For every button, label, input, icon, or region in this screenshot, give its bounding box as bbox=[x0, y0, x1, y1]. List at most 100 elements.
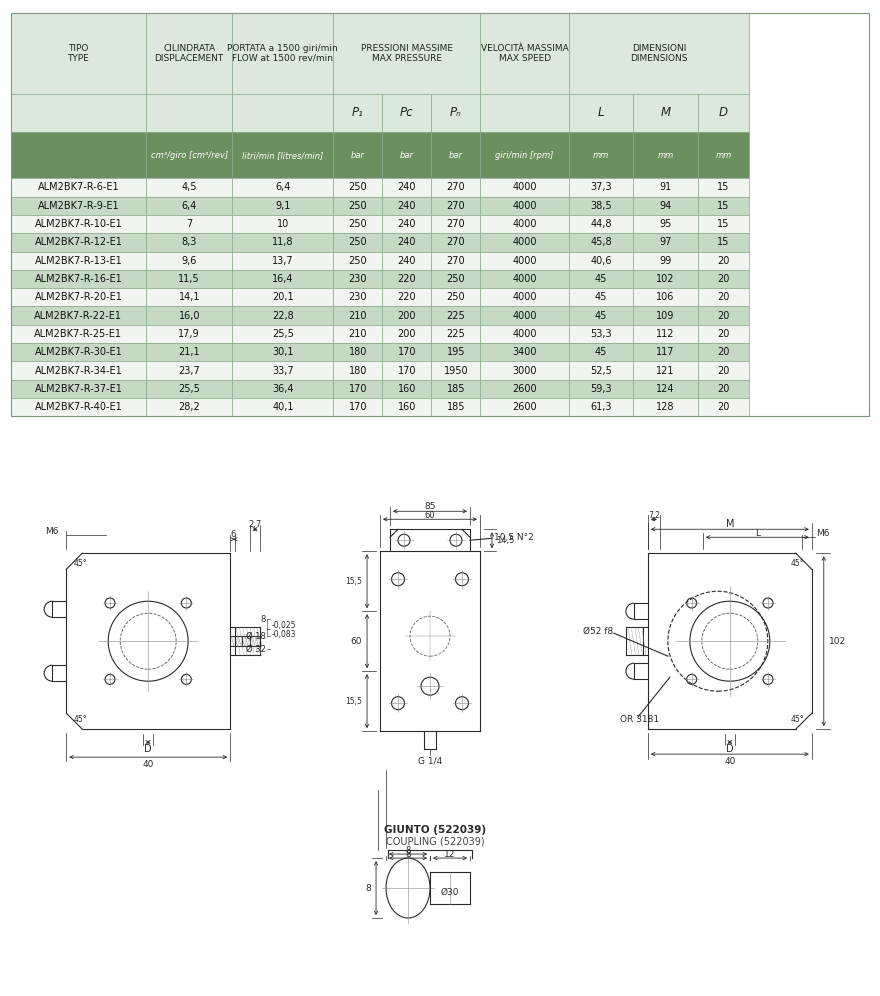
Text: 240: 240 bbox=[398, 201, 416, 211]
Bar bbox=[11, 13, 146, 94]
Bar bbox=[232, 325, 334, 343]
Bar bbox=[334, 196, 383, 215]
Bar bbox=[568, 270, 634, 288]
Text: 91: 91 bbox=[659, 182, 671, 192]
Bar bbox=[11, 270, 146, 288]
Bar bbox=[431, 178, 480, 196]
Text: OR 3181: OR 3181 bbox=[620, 715, 659, 724]
Bar bbox=[480, 233, 568, 252]
Bar bbox=[11, 362, 146, 379]
Text: 220: 220 bbox=[398, 293, 416, 303]
Text: litri/min [litres/min]: litri/min [litres/min] bbox=[242, 150, 324, 159]
Text: 210: 210 bbox=[348, 311, 367, 321]
Text: 4000: 4000 bbox=[512, 219, 537, 229]
Text: L: L bbox=[598, 107, 605, 120]
Text: 21,1: 21,1 bbox=[179, 348, 200, 358]
Text: ALM2BK7-R-10-E1: ALM2BK7-R-10-E1 bbox=[34, 219, 122, 229]
Text: 36,4: 36,4 bbox=[272, 383, 294, 393]
Bar bbox=[568, 288, 634, 307]
Text: 16,4: 16,4 bbox=[272, 274, 294, 284]
Bar bbox=[634, 178, 698, 196]
Bar bbox=[698, 270, 749, 288]
Text: 12: 12 bbox=[444, 850, 456, 859]
Text: 112: 112 bbox=[656, 329, 675, 339]
Text: mm: mm bbox=[657, 150, 673, 159]
Bar bbox=[146, 362, 232, 379]
Text: M: M bbox=[726, 519, 734, 529]
Bar bbox=[232, 252, 334, 270]
Bar bbox=[232, 288, 334, 307]
Text: 59,3: 59,3 bbox=[590, 383, 612, 393]
Text: 16,0: 16,0 bbox=[179, 311, 200, 321]
Text: ALM2BK7-R-25-E1: ALM2BK7-R-25-E1 bbox=[34, 329, 122, 339]
Bar bbox=[334, 379, 383, 398]
Bar bbox=[146, 13, 232, 94]
Bar bbox=[383, 131, 431, 178]
Bar bbox=[11, 379, 146, 398]
Text: 95: 95 bbox=[659, 219, 671, 229]
Bar bbox=[698, 178, 749, 196]
Text: 10,5 N°2: 10,5 N°2 bbox=[494, 533, 533, 542]
Text: 170: 170 bbox=[348, 383, 367, 393]
Bar bbox=[698, 215, 749, 233]
Bar bbox=[480, 131, 568, 178]
Bar bbox=[383, 307, 431, 325]
Text: 20: 20 bbox=[717, 348, 730, 358]
Text: 109: 109 bbox=[656, 311, 675, 321]
Bar bbox=[431, 362, 480, 379]
Text: 102: 102 bbox=[656, 274, 675, 284]
Bar bbox=[698, 131, 749, 178]
Text: 33,7: 33,7 bbox=[272, 366, 294, 375]
Text: 270: 270 bbox=[446, 256, 466, 266]
Bar bbox=[11, 325, 146, 343]
Bar bbox=[146, 379, 232, 398]
Text: 4000: 4000 bbox=[512, 329, 537, 339]
Bar bbox=[698, 94, 749, 131]
Text: 14,5: 14,5 bbox=[496, 536, 514, 545]
Text: CILINDRATA
DISPLACEMENT: CILINDRATA DISPLACEMENT bbox=[155, 44, 224, 63]
Bar bbox=[334, 131, 383, 178]
Text: 8: 8 bbox=[406, 846, 411, 855]
Text: Pᴄ: Pᴄ bbox=[400, 107, 414, 120]
Text: 30,1: 30,1 bbox=[272, 348, 294, 358]
Bar bbox=[383, 196, 431, 215]
Bar bbox=[480, 215, 568, 233]
Bar bbox=[232, 196, 334, 215]
Text: 4000: 4000 bbox=[512, 274, 537, 284]
Bar bbox=[431, 196, 480, 215]
Bar bbox=[11, 252, 146, 270]
Bar bbox=[146, 215, 232, 233]
Text: 20: 20 bbox=[717, 293, 730, 303]
Text: GIUNTO (522039): GIUNTO (522039) bbox=[384, 825, 486, 835]
Text: 25,5: 25,5 bbox=[272, 329, 294, 339]
Bar bbox=[480, 196, 568, 215]
Bar bbox=[146, 178, 232, 196]
Bar bbox=[480, 13, 568, 94]
Text: 8,3: 8,3 bbox=[181, 237, 197, 247]
Text: P₁: P₁ bbox=[352, 107, 364, 120]
Bar bbox=[334, 343, 383, 362]
Text: 20,1: 20,1 bbox=[272, 293, 294, 303]
Text: 4000: 4000 bbox=[512, 237, 537, 247]
Bar bbox=[568, 233, 634, 252]
Bar bbox=[634, 307, 698, 325]
Bar bbox=[334, 178, 383, 196]
Bar bbox=[232, 233, 334, 252]
Bar bbox=[634, 325, 698, 343]
Text: 195: 195 bbox=[447, 348, 466, 358]
Text: 2600: 2600 bbox=[512, 383, 537, 393]
Text: ALM2BK7-R-34-E1: ALM2BK7-R-34-E1 bbox=[34, 366, 122, 375]
Bar bbox=[698, 233, 749, 252]
Text: 4,5: 4,5 bbox=[181, 182, 197, 192]
Bar bbox=[698, 307, 749, 325]
Bar bbox=[431, 215, 480, 233]
Bar bbox=[634, 398, 698, 416]
Bar bbox=[634, 362, 698, 379]
Text: 11,8: 11,8 bbox=[272, 237, 294, 247]
Bar bbox=[334, 13, 480, 94]
Text: 9,6: 9,6 bbox=[181, 256, 197, 266]
Bar bbox=[334, 398, 383, 416]
Text: 37,3: 37,3 bbox=[590, 182, 612, 192]
Bar bbox=[334, 307, 383, 325]
Bar bbox=[146, 343, 232, 362]
